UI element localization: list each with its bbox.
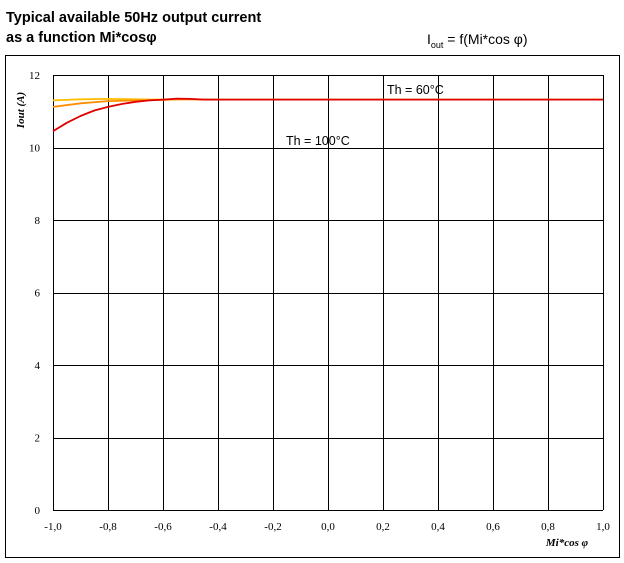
y-tick-label: 0 <box>35 505 41 517</box>
x-tick-label: 0,2 <box>376 521 390 533</box>
chart-formula: Iout = f(Mi*cos φ) <box>427 31 528 50</box>
x-axis-label: Mi*cos φ <box>545 537 589 549</box>
formula-subscript: out <box>430 39 444 50</box>
x-tick-label: -0,2 <box>264 521 281 533</box>
annotation-th-100: Th = 100°C <box>286 134 350 148</box>
y-tick-label: 10 <box>29 143 41 155</box>
x-tick-label: -0,4 <box>209 521 227 533</box>
y-tick-label: 8 <box>35 215 41 227</box>
annotation-th-60: Th = 60°C <box>387 83 444 97</box>
x-tick-labels: -1,0 -0,8 -0,6 -0,4 -0,2 0,0 0,2 0,4 0,6 0,8 1,0 <box>44 521 610 533</box>
x-tick-label: -0,6 <box>154 521 172 533</box>
y-tick-label: 2 <box>35 433 41 445</box>
grid <box>53 75 604 511</box>
y-tick-label: 12 <box>29 70 40 82</box>
formula-symbol: I <box>427 31 431 47</box>
chart-title-line2: as a function Mi*cosφ <box>6 30 157 46</box>
formula-expression: = f(Mi*cos φ) <box>443 31 528 47</box>
x-tick-label: 0,4 <box>431 521 445 533</box>
chart-title-line1: Typical available 50Hz output current <box>6 10 262 26</box>
y-tick-labels: 0 2 4 6 8 10 12 <box>29 70 41 517</box>
y-tick-label: 4 <box>35 360 41 372</box>
x-tick-label: -0,8 <box>99 521 117 533</box>
x-tick-label: 0,0 <box>321 521 335 533</box>
series-line-3 <box>52 97 603 132</box>
series-lines <box>52 97 603 132</box>
x-tick-label: 1,0 <box>596 521 610 533</box>
y-axis-label: Iout (A) <box>15 92 27 129</box>
x-tick-label: -1,0 <box>44 521 62 533</box>
x-tick-label: 0,8 <box>541 521 555 533</box>
y-tick-label: 6 <box>35 288 41 300</box>
chart-frame <box>5 55 620 558</box>
x-tick-label: 0,6 <box>486 521 500 533</box>
